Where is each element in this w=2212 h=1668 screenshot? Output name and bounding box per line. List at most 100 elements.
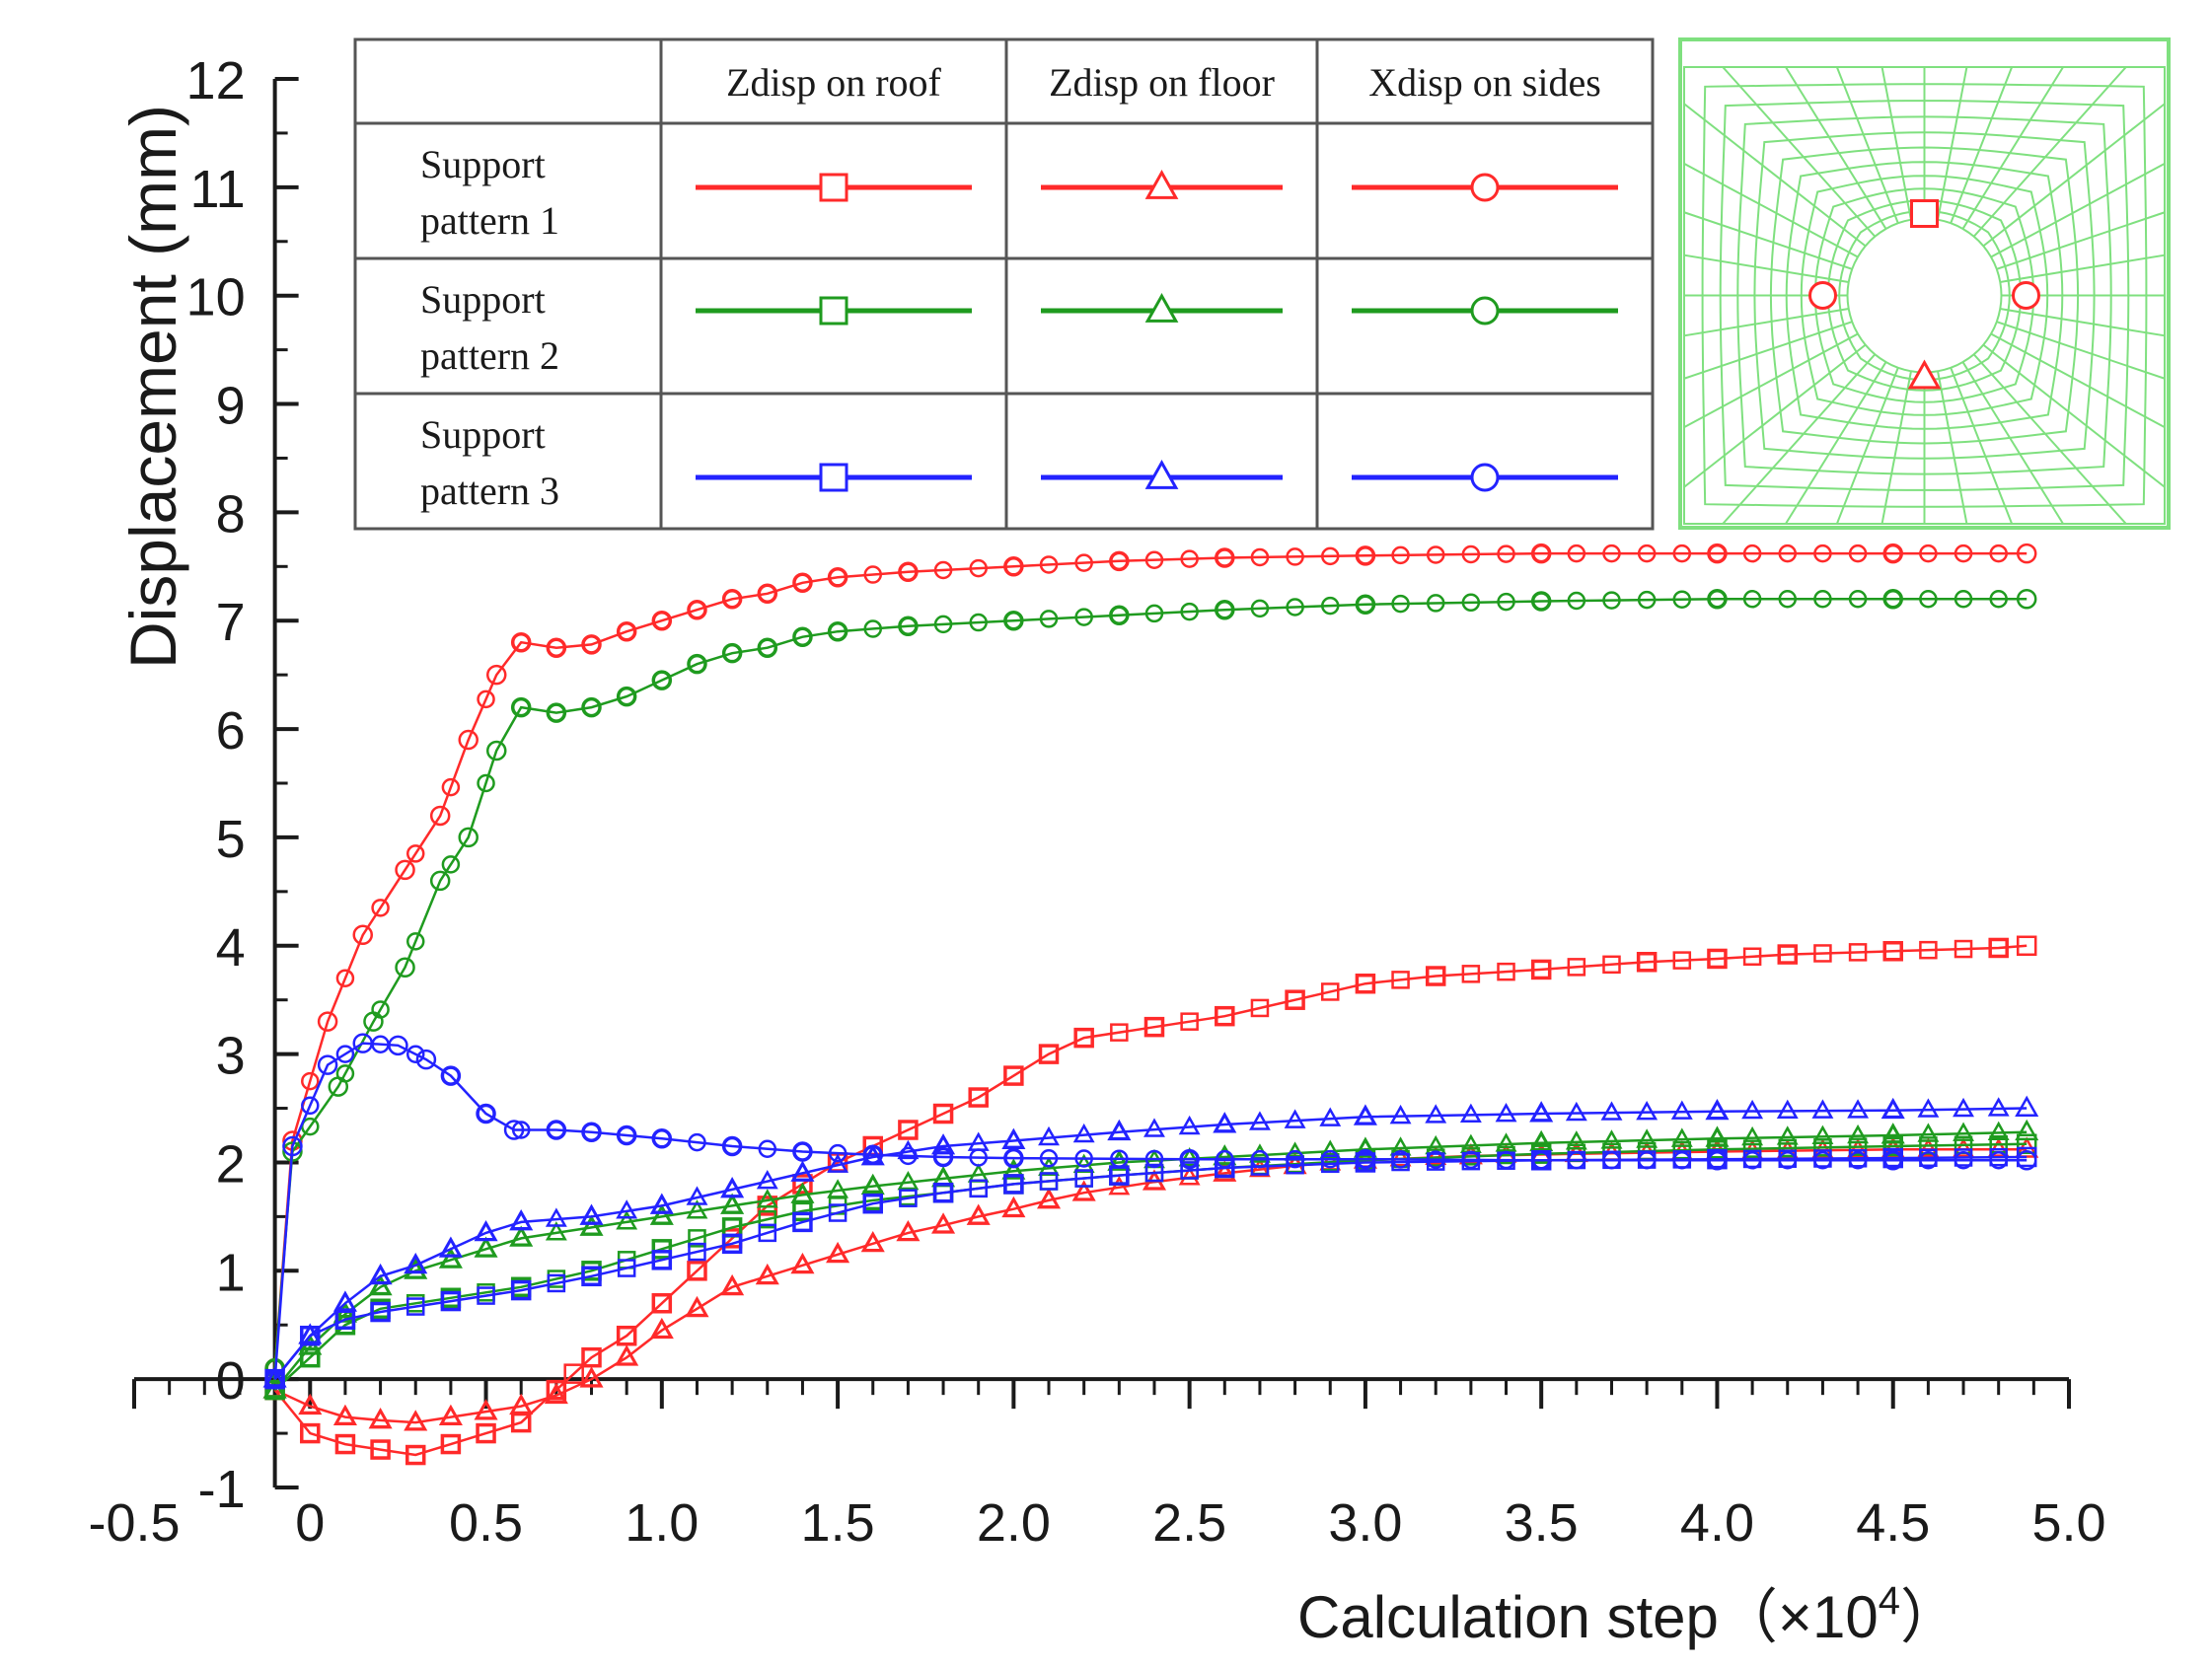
data-point-marker [1742,1151,1762,1170]
mesh-radial [1683,211,1853,270]
data-point-marker [1144,550,1164,569]
data-point-marker [688,1262,706,1280]
data-point-marker [1778,1151,1798,1170]
data-point-marker [969,1179,988,1198]
data-point-marker [1954,544,1973,563]
data-point-marker [617,621,636,641]
data-point-marker [1425,1104,1447,1124]
series-line [273,1107,2028,1380]
mesh-radial [1880,371,1912,525]
data-point-marker [1776,1125,1799,1145]
y-tick-label: -1 [198,1460,246,1519]
data-point-marker [1004,611,1023,630]
legend-triangle-icon [1144,292,1179,323]
x-axis-label: Calculation step（×104） [1297,1579,1959,1650]
data-point-marker [932,1213,954,1233]
data-point-marker [1636,1100,1659,1121]
data-point-marker [758,638,777,657]
x-tick-label: 3.0 [1328,1493,1402,1553]
data-point-marker [969,1088,988,1107]
legend-circle-icon [1470,463,1500,492]
data-point-marker [441,855,461,874]
data-point-marker [1987,1137,2010,1157]
data-point-marker [1600,1129,1623,1149]
data-point-marker [439,1237,462,1257]
data-point-marker [582,1123,601,1141]
mesh-radial [1950,66,2014,224]
data-point-marker [1602,955,1621,975]
data-point-marker [1741,1125,1764,1146]
data-point-marker [441,1066,461,1085]
data-point-marker [335,1310,355,1329]
data-point-marker [1216,1006,1234,1026]
data-point-marker [1602,591,1621,610]
data-point-marker [1989,544,2008,563]
data-point-marker [265,1369,284,1389]
mesh-radial [1972,353,2127,525]
data-point-marker [1565,1130,1587,1150]
data-point [2016,589,2037,610]
mesh-radial [1785,66,1887,230]
data-point-marker [1602,1151,1621,1170]
legend-circle-icon [1470,173,1500,202]
legend-row-label: Support [420,277,546,322]
series-line [273,551,2028,1369]
data-point-marker [1110,1149,1129,1168]
data-point-marker [861,1174,884,1195]
data-point-marker [301,1071,320,1091]
data-point-marker [406,932,425,951]
series-line [273,1042,2028,1380]
x-axis-label-close: ） [1900,1584,1959,1650]
data-point-marker [475,1400,497,1419]
data-point-marker [1178,1166,1201,1186]
data-point-marker [758,1223,777,1243]
mesh-radial [1683,332,1859,429]
data-point-marker [1778,1138,1798,1158]
data-point-marker [1286,1155,1304,1175]
data-point-marker [933,615,953,634]
data-point-marker [758,1209,777,1229]
data-point-marker [477,1423,495,1443]
data-point-marker [1038,1189,1060,1208]
data-point-marker [1004,557,1023,576]
data-point-marker [1883,590,1902,609]
data-point-marker [721,1194,744,1214]
data-point-marker [1461,965,1481,983]
data-point-marker [582,697,601,717]
x-tick-label: 3.5 [1505,1493,1579,1553]
data-point-marker [756,1169,778,1190]
data-point-marker [1286,990,1304,1009]
data-point [415,1049,437,1070]
data-point-marker [299,1324,322,1343]
data-point-marker [1672,1151,1692,1170]
data-point-marker [1989,938,2008,958]
data-point-marker [1742,590,1762,609]
data-point-marker [1286,547,1304,566]
data-point-marker [793,573,812,593]
data-point-marker [1284,1109,1306,1128]
mesh-inset [1678,37,2171,530]
x-tick-label: 1.0 [625,1493,699,1553]
data-point-marker [511,697,531,717]
legend-row-label: Support [420,142,546,186]
data-point-marker [1319,1107,1342,1126]
data-point-marker [1180,549,1199,568]
legend-circle-icon [1470,296,1500,326]
data-point-marker [1848,544,1868,563]
y-tick-label: 5 [216,810,246,869]
data-point-marker [510,1226,533,1247]
data-point-marker [969,1148,988,1167]
data-point-marker [406,1045,425,1064]
data-point-marker [1917,1123,1940,1142]
data-point-marker [828,621,848,641]
data-point-marker [1216,1149,1234,1169]
mesh-radial [1880,66,1912,220]
y-tick-label: 3 [216,1027,246,1086]
data-point-marker [897,1171,920,1191]
data-point-marker [369,1265,392,1284]
data-point-marker [545,1383,567,1404]
data-point-marker [1495,1102,1517,1123]
data-point-marker [1216,548,1234,567]
data-point [485,740,507,761]
